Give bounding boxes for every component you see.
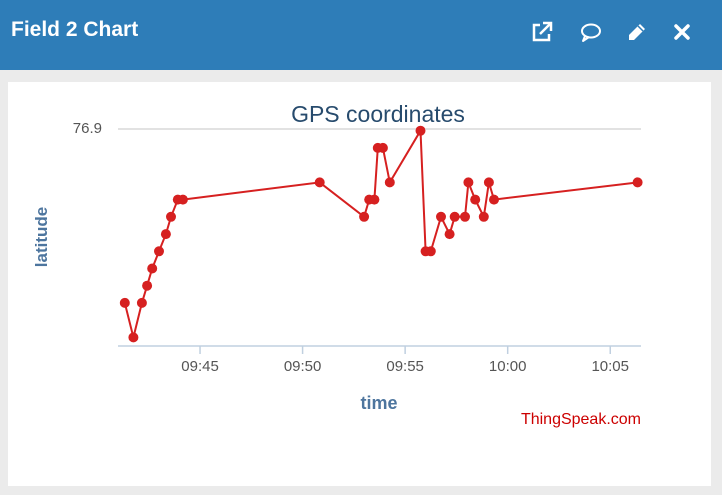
- data-point[interactable]: [463, 177, 474, 188]
- data-point[interactable]: [119, 297, 130, 308]
- external-link-icon[interactable]: [530, 20, 554, 44]
- data-point[interactable]: [460, 211, 470, 222]
- pencil-icon[interactable]: [625, 20, 649, 44]
- data-point[interactable]: [177, 194, 188, 205]
- data-point[interactable]: [425, 246, 436, 257]
- data-point[interactable]: [377, 142, 388, 153]
- x-tick-label: 09:55: [386, 358, 424, 375]
- chart-panel: GPS coordinates 76.9 latitude time Thing…: [8, 82, 711, 486]
- data-point[interactable]: [478, 211, 489, 222]
- x-tick-label: 10:00: [489, 358, 527, 375]
- data-point[interactable]: [314, 177, 325, 188]
- comment-icon[interactable]: [579, 20, 603, 44]
- data-point[interactable]: [154, 246, 164, 257]
- x-tick-label: 09:45: [181, 358, 219, 375]
- x-ticks: 09:45 09:50 09:55 10:00 10:05: [181, 346, 629, 375]
- data-point[interactable]: [166, 211, 176, 222]
- close-icon[interactable]: [670, 20, 694, 44]
- data-point[interactable]: [142, 280, 153, 291]
- widget-header: Field 2 Chart: [0, 0, 722, 70]
- chart-title: GPS coordinates: [291, 101, 465, 127]
- data-point[interactable]: [632, 177, 643, 188]
- plot-area: [119, 125, 643, 343]
- data-point[interactable]: [436, 211, 446, 222]
- chart-svg: GPS coordinates 76.9 latitude time Thing…: [32, 101, 643, 428]
- widget-title: Field 2 Chart: [11, 18, 139, 41]
- data-point[interactable]: [160, 229, 171, 240]
- x-tick-label: 10:05: [591, 358, 629, 375]
- data-point[interactable]: [449, 211, 460, 222]
- data-point[interactable]: [359, 211, 370, 222]
- data-point[interactable]: [369, 194, 380, 205]
- y-tick-label: 76.9: [73, 120, 102, 137]
- data-point[interactable]: [483, 177, 494, 188]
- x-tick-label: 09:50: [284, 358, 322, 375]
- x-axis-label: time: [360, 393, 397, 413]
- series-line: [123, 127, 638, 338]
- data-point[interactable]: [384, 177, 395, 188]
- data-point[interactable]: [128, 332, 139, 343]
- y-axis-label: latitude: [32, 207, 51, 267]
- data-point[interactable]: [489, 194, 499, 205]
- data-point[interactable]: [136, 297, 147, 308]
- credit-label[interactable]: ThingSpeak.com: [521, 411, 641, 428]
- data-point[interactable]: [470, 194, 481, 205]
- data-point[interactable]: [415, 125, 426, 136]
- data-point[interactable]: [444, 229, 455, 240]
- data-point[interactable]: [147, 263, 158, 274]
